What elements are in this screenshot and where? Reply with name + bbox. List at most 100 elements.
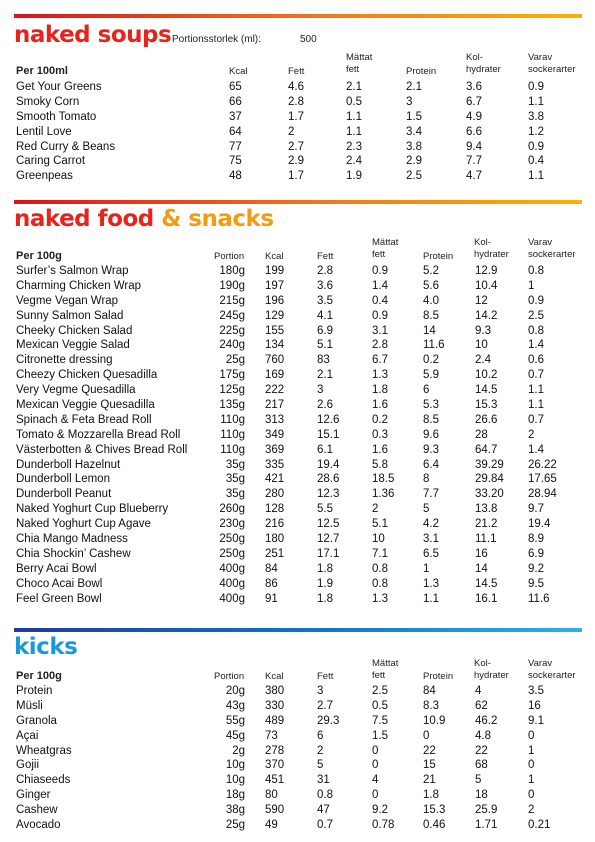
portion-cell: 250g	[219, 547, 245, 560]
kcal-cell: 65	[229, 81, 242, 93]
kolhydrater-cell: 3.6	[466, 81, 482, 93]
kolhydrater-cell: 22	[475, 744, 488, 757]
product-name: Chia Mango Madness	[16, 533, 128, 546]
fett-cell: 2	[288, 125, 295, 138]
fett-cell: 2.6	[317, 399, 333, 412]
portion-cell: 215g	[219, 294, 245, 307]
table-row: Müsli 43g 330 2.7 0.5 8.3 62 16	[14, 699, 595, 714]
portion-cell: 250g	[219, 533, 245, 546]
sockerarter-cell: 1	[528, 774, 535, 787]
mattat-fett-cell: 1.6	[372, 399, 388, 412]
kcal-cell: 49	[265, 819, 278, 832]
protein-cell: 8	[423, 473, 430, 486]
protein-cell: 0.46	[423, 819, 446, 832]
table-row: Chia Mango Madness 250g 180 12.7 10 3.1 11.1 8.…	[14, 532, 595, 547]
fett-cell: 31	[317, 774, 330, 787]
table-row: Smoky Corn 66 2.8 0.5 3 6.7 1.1	[14, 95, 595, 110]
sockerarter-cell: 0	[528, 789, 535, 802]
protein-cell: 9.3	[423, 443, 439, 456]
fett-cell: 3	[317, 685, 324, 697]
table-row: Cheezy Chicken Quesadilla 175g 169 2.1 1.3 5.…	[14, 368, 595, 383]
product-name: Tomato & Mozzarella Bread Roll	[16, 428, 181, 441]
product-name: Choco Acai Bowl	[16, 577, 103, 590]
fett-cell: 3.5	[317, 294, 333, 307]
portion-cell: 25g	[225, 354, 245, 367]
kolhydrater-cell: 9.3	[475, 324, 491, 337]
mattat-fett-cell: 1.9	[346, 170, 362, 183]
product-name: Granola	[16, 714, 57, 727]
portion-cell: 400g	[219, 562, 245, 575]
table-row: Açai 45g 73 6 1.5 0 4.8 0	[14, 729, 595, 744]
sockerarter-cell: 0	[528, 759, 535, 772]
product-name: Very Vegme Quesadilla	[16, 384, 136, 397]
kcal-cell: 66	[229, 95, 242, 108]
header-kcal: Kcal	[265, 671, 284, 682]
soups-table: Get Your Greens 65 4.6 2.1 2.1 3.6 0.9 Smoky Co…	[14, 80, 595, 184]
sockerarter-cell: 17.65	[528, 473, 557, 486]
kcal-cell: 421	[265, 473, 285, 486]
sockerarter-cell: 9.2	[528, 562, 544, 575]
header-protein: Protein	[423, 671, 454, 682]
portion-cell: 180g	[219, 265, 245, 277]
portion-cell: 110g	[220, 428, 245, 441]
portion-size-value: 500	[300, 34, 317, 45]
mattat-fett-cell: 1.3	[372, 369, 388, 382]
product-name: Berry Acai Bowl	[16, 562, 97, 575]
table-row: Charming Chicken Wrap 190g 197 3.6 1.4 5.6 10.…	[14, 279, 595, 294]
table-row: Granola 55g 489 29.3 7.5 10.9 46.2 9.1	[14, 714, 595, 729]
protein-cell: 7.7	[423, 488, 439, 501]
kcal-cell: 196	[265, 294, 285, 307]
product-name: Charming Chicken Wrap	[16, 279, 142, 292]
mattat-fett-cell: 1.3	[372, 592, 388, 605]
mattat-fett-cell: 1.36	[372, 488, 395, 501]
header-per: Per 100g	[16, 670, 62, 682]
table-row: Naked Yoghurt Cup Agave 230g 216 12.5 5.1 4.2…	[14, 517, 595, 532]
product-name: Spinach & Feta Bread Roll	[16, 413, 152, 426]
portion-cell: 18g	[225, 789, 245, 802]
food-title: naked food & snacks	[14, 206, 274, 232]
product-name: Dunderboll Hazelnut	[16, 458, 121, 471]
protein-cell: 6	[423, 384, 430, 397]
kcal-cell: 216	[265, 518, 285, 531]
kolhydrater-cell: 10.4	[475, 279, 498, 292]
sockerarter-cell: 6.9	[528, 547, 544, 560]
kolhydrater-cell: 25.9	[475, 804, 498, 817]
fett-cell: 15.1	[317, 428, 340, 441]
fett-cell: 2.7	[317, 699, 333, 712]
product-name: Cashew	[16, 804, 58, 817]
mattat-fett-cell: 0	[372, 789, 379, 802]
portion-cell: 125g	[219, 384, 245, 397]
kolhydrater-cell: 18	[475, 789, 488, 802]
sockerarter-cell: 2.5	[528, 309, 544, 322]
table-row: Chia Shockin’ Cashew 250g 251 17.1 7.1 6.5 16 6…	[14, 547, 595, 562]
table-row: Cashew 38g 590 47 9.2 15.3 25.9 2	[14, 803, 595, 818]
table-row: Citronette dressing 25g 760 83 6.7 0.2 2.4 0.6	[14, 353, 595, 368]
kolhydrater-cell: 14.5	[475, 384, 498, 397]
protein-cell: 5.2	[423, 265, 439, 277]
protein-cell: 4.2	[423, 518, 439, 531]
protein-cell: 3	[406, 95, 413, 108]
protein-cell: 3.1	[423, 533, 439, 546]
protein-cell: 1.8	[423, 789, 439, 802]
mattat-fett-cell: 0.3	[372, 428, 388, 441]
fett-cell: 0.7	[317, 819, 333, 832]
kolhydrater-cell: 2.4	[475, 354, 491, 367]
protein-cell: 0.2	[423, 354, 439, 367]
fett-cell: 12.6	[317, 413, 340, 426]
mattat-fett-cell: 0	[372, 759, 379, 772]
mattat-fett-cell: 6.7	[372, 354, 388, 367]
kcal-cell: 75	[229, 155, 242, 168]
header-fett: Fett	[317, 671, 334, 682]
mattat-fett-cell: 7.1	[372, 547, 388, 560]
portion-cell: 45g	[225, 729, 245, 742]
fett-cell: 83	[317, 354, 330, 367]
table-row: Tomato & Mozzarella Bread Roll 110g 349 15.…	[14, 428, 595, 443]
fett-cell: 28.6	[317, 473, 340, 486]
kcal-cell: 251	[265, 547, 285, 560]
sockerarter-cell: 1.1	[528, 170, 544, 183]
mattat-fett-cell: 2.3	[346, 140, 362, 153]
mattat-fett-cell: 2.8	[372, 339, 388, 352]
protein-cell: 8.3	[423, 699, 439, 712]
product-name: Feel Green Bowl	[16, 592, 102, 605]
protein-cell: 4.0	[423, 294, 439, 307]
